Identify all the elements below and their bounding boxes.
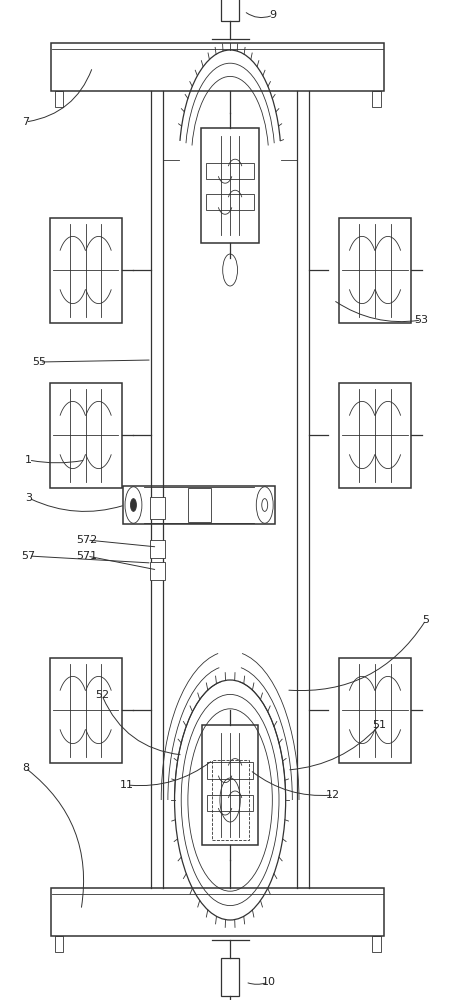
Text: 53: 53 — [414, 315, 428, 325]
Text: 57: 57 — [22, 551, 36, 561]
Bar — [201, 127, 259, 242]
Bar — [212, 760, 249, 840]
Bar — [50, 218, 122, 322]
Bar — [55, 91, 63, 107]
Bar — [55, 936, 63, 952]
Bar — [51, 888, 384, 936]
Text: 55: 55 — [32, 357, 46, 367]
Text: 7: 7 — [22, 117, 29, 127]
Bar — [150, 562, 165, 580]
Text: 9: 9 — [269, 10, 277, 20]
Bar — [339, 218, 411, 322]
Bar — [206, 194, 255, 210]
Bar — [339, 658, 411, 762]
Bar — [150, 540, 165, 558]
Bar — [221, 0, 239, 21]
Text: 10: 10 — [262, 977, 275, 987]
Bar — [123, 486, 275, 524]
Bar — [188, 488, 211, 522]
Text: 8: 8 — [22, 763, 29, 773]
Text: 571: 571 — [76, 551, 98, 561]
Text: 12: 12 — [326, 790, 340, 800]
Bar — [207, 795, 253, 811]
Circle shape — [131, 499, 137, 511]
Text: 11: 11 — [120, 780, 134, 790]
Text: 1: 1 — [25, 455, 32, 465]
Text: 5: 5 — [422, 615, 430, 625]
Bar — [339, 382, 411, 488]
Text: 51: 51 — [373, 720, 387, 730]
Bar — [372, 936, 381, 952]
Text: 3: 3 — [25, 493, 32, 503]
Text: 52: 52 — [95, 690, 109, 700]
Bar — [50, 382, 122, 488]
Bar — [50, 658, 122, 762]
Bar — [206, 163, 255, 179]
Bar — [51, 43, 384, 91]
Bar — [207, 762, 253, 779]
Bar — [221, 958, 239, 996]
Bar — [372, 91, 381, 107]
Text: 572: 572 — [76, 535, 98, 545]
Bar — [202, 725, 258, 845]
Bar — [150, 497, 165, 519]
